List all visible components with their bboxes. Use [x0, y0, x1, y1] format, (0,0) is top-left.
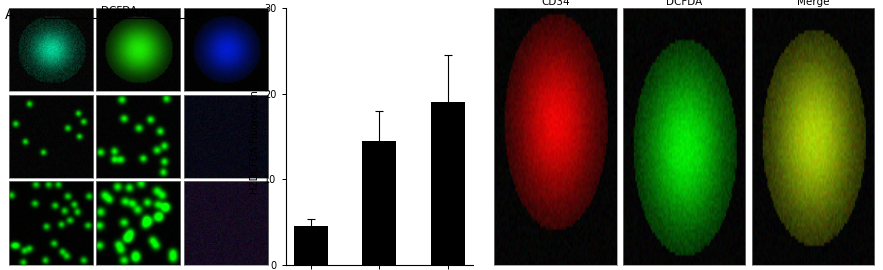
Title: DCFDA: DCFDA [666, 0, 702, 7]
Bar [294, 226, 328, 265]
Text: DCFDA: DCFDA [101, 6, 138, 16]
Text: NC: NC [192, 9, 206, 19]
Text: B: B [508, 8, 517, 22]
Y-axis label: H2DCFDA Fluorescence: H2DCFDA Fluorescence [250, 79, 260, 194]
Title: CD34: CD34 [541, 0, 570, 7]
Bar [431, 102, 464, 265]
Text: DCFDA: DCFDA [98, 9, 132, 19]
Title: Merge: Merge [796, 0, 829, 7]
Text: + H₂O₂: + H₂O₂ [120, 9, 154, 19]
Bar [362, 141, 396, 265]
Text: A: A [4, 8, 14, 22]
